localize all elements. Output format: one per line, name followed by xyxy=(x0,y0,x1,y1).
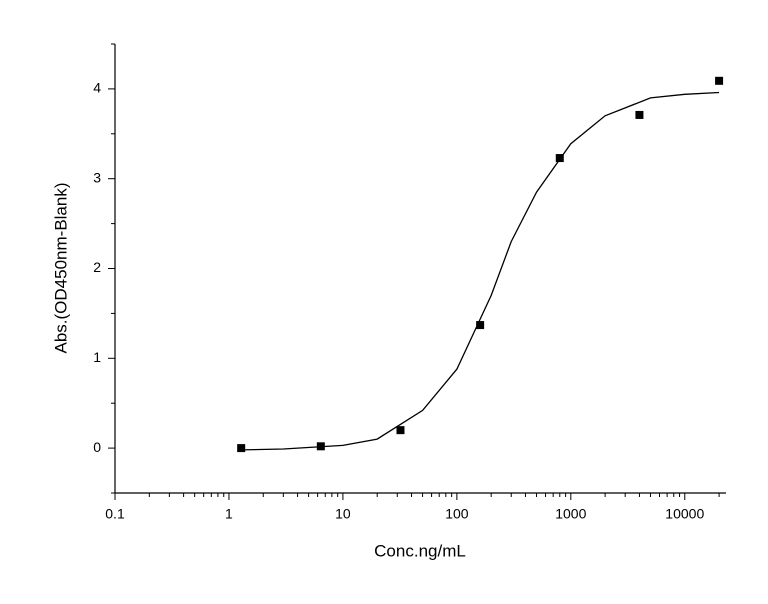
x-tick-label: 0.1 xyxy=(105,506,125,522)
data-point xyxy=(555,154,564,163)
x-tick-label: 1 xyxy=(225,506,233,522)
data-point xyxy=(635,110,644,119)
x-axis-title: Conc.ng/mL xyxy=(374,541,466,560)
x-tick-label: 10000 xyxy=(665,506,704,522)
y-tick-label: 0 xyxy=(93,439,101,455)
data-point xyxy=(237,444,246,453)
x-tick-label: 1000 xyxy=(555,506,586,522)
x-tick-label: 100 xyxy=(445,506,469,522)
fit-curve xyxy=(241,91,720,451)
y-tick-label: 2 xyxy=(93,259,101,275)
data-point xyxy=(476,321,485,330)
y-tick-label: 3 xyxy=(93,169,101,185)
y-tick-label: 4 xyxy=(93,80,101,96)
data-point xyxy=(715,76,724,85)
y-axis-title: Abs.(OD450nm-Blank) xyxy=(51,182,70,353)
data-point xyxy=(396,426,405,435)
y-tick-label: 1 xyxy=(93,349,101,365)
x-tick-label: 10 xyxy=(335,506,351,522)
